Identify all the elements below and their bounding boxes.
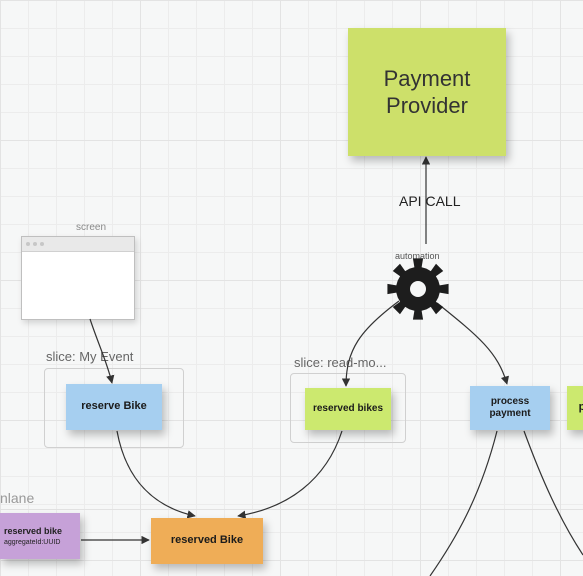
- window-control-dot: [40, 242, 44, 246]
- partial-sticky-right[interactable]: p: [567, 386, 583, 430]
- aggregate-title: reserved bike: [4, 526, 62, 536]
- reserved-bike-event[interactable]: reserved Bike: [151, 518, 263, 564]
- aggregate-subtitle: aggregateId:UUID: [4, 539, 60, 546]
- reserved-bikes-readmodel-label: reserved bikes: [309, 399, 387, 420]
- gear-icon: [385, 256, 451, 322]
- partial-sticky-right-label: p: [575, 397, 583, 419]
- reserved-bikes-readmodel[interactable]: reserved bikes: [305, 388, 391, 430]
- screen-mock[interactable]: [21, 236, 135, 320]
- reserve-bike-command[interactable]: reserve Bike: [66, 384, 162, 430]
- window-control-dot: [33, 242, 37, 246]
- reserved-bike-event-label: reserved Bike: [167, 530, 247, 552]
- swimlane-label: nlane: [0, 490, 34, 506]
- process-payment-command-label: process payment: [485, 392, 534, 425]
- swimlane-divider: [0, 509, 583, 510]
- screen-caption: screen: [76, 222, 106, 233]
- reserve-bike-command-label: reserve Bike: [77, 396, 150, 418]
- window-control-dot: [26, 242, 30, 246]
- slice-my-event-label: slice: My Event: [46, 349, 133, 364]
- api-call-label: API CALL: [399, 193, 460, 209]
- process-payment-command[interactable]: process payment: [470, 386, 550, 430]
- screen-titlebar: [22, 237, 134, 252]
- payment-provider-sticky[interactable]: Payment Provider: [348, 28, 506, 156]
- reserved-bike-aggregate[interactable]: reserved bike aggregateId:UUID: [0, 513, 80, 559]
- diagram-canvas[interactable]: nlane slice: My Event slice: read-mo... scr…: [0, 0, 583, 576]
- slice-read-model-label: slice: read-mo...: [294, 355, 386, 370]
- payment-provider-sticky-label: Payment Provider: [380, 61, 475, 124]
